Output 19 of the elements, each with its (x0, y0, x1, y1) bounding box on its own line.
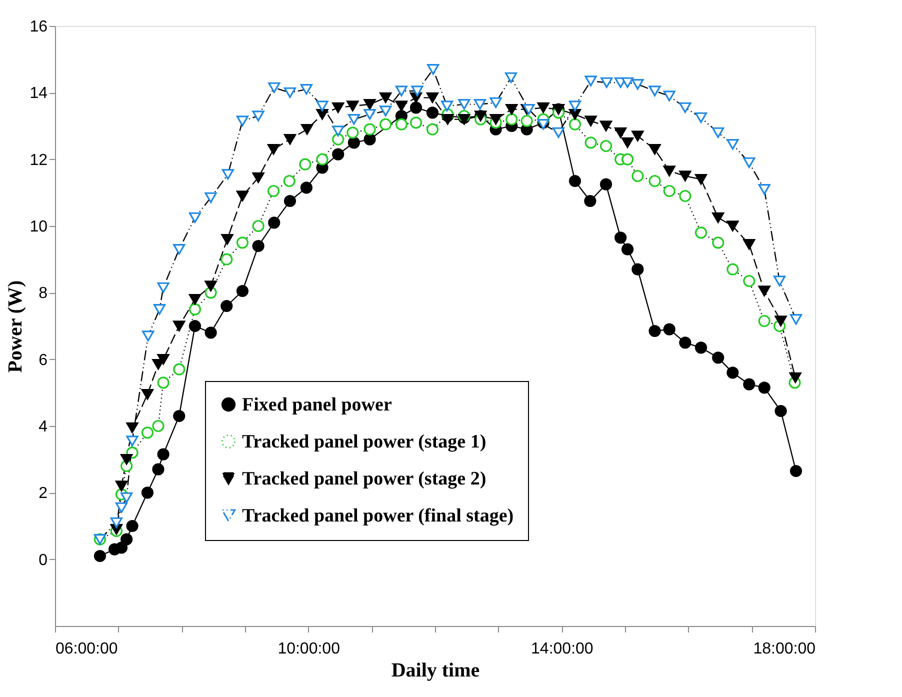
y-tick-label: 12 (30, 152, 48, 169)
y-tick-label: 16 (30, 18, 48, 36)
y-tick-label: 10 (30, 218, 48, 236)
y-tick-label: 0 (38, 552, 48, 569)
y-axis-title: Power (W) (4, 280, 27, 373)
y-tick-label: 2 (38, 485, 48, 502)
x-tick-label: 18:00:00 (753, 640, 816, 658)
legend-label: Tracked panel power (stage 2) (242, 468, 486, 490)
x-tick-label: 14:00:00 (531, 640, 594, 658)
x-tick-label: 10:00:00 (278, 640, 340, 658)
y-tick-label: 4 (38, 418, 48, 436)
y-tick-label: 14 (30, 85, 48, 102)
legend-label: Tracked panel power (stage 1) (242, 432, 486, 452)
x-tick-label: 06:00:00 (56, 640, 118, 658)
x-axis-title: Daily time (391, 660, 480, 682)
y-tick-label: 6 (38, 352, 48, 369)
legend-label: Tracked panel power (final stage) (242, 506, 514, 526)
y-tick-label: 8 (38, 285, 48, 302)
legend-label: Fixed panel power (242, 394, 392, 416)
